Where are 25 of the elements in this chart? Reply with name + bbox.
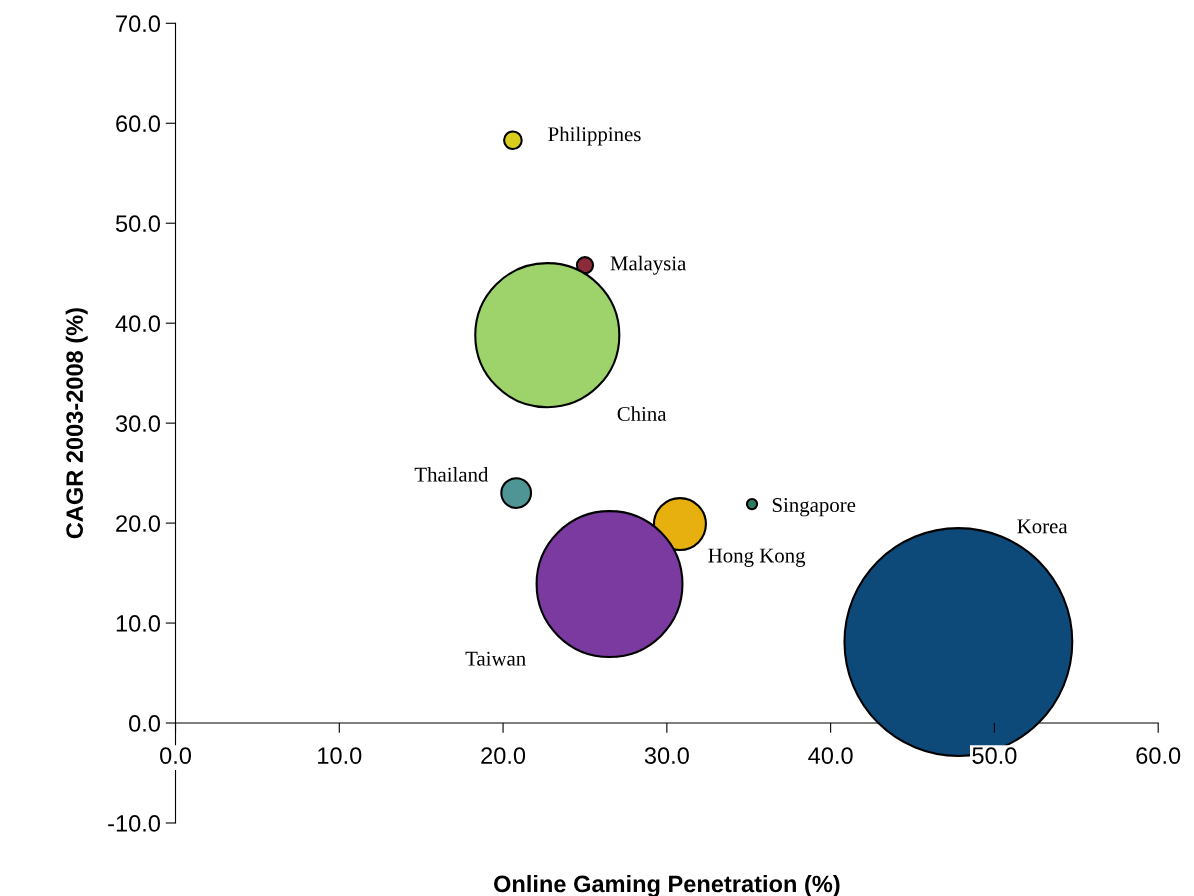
y-tick-label: 0.0: [129, 715, 161, 732]
x-tick-label: 10.0: [318, 747, 362, 764]
series-label: China: [617, 406, 667, 421]
series-label: Korea: [1017, 519, 1068, 534]
x-tick-label: 30.0: [644, 747, 689, 764]
y-axis-title: CAGR 2003-2008 (%): [65, 308, 88, 539]
series-label: Hong Kong: [708, 548, 806, 567]
series-label: Singapore: [772, 498, 856, 517]
y-tick-label: 70.0: [116, 15, 161, 33]
y-tick-label: 50.0: [115, 215, 161, 232]
y-tick-label: 40.0: [115, 315, 161, 332]
y-tick-label: 10.0: [116, 615, 161, 632]
series-label: Malaysia: [610, 255, 687, 275]
x-tick-label: 20.0: [481, 747, 526, 764]
series-label: Taiwan: [465, 651, 526, 666]
y-tick-label: 20.0: [116, 515, 161, 532]
x-tick-label: 50.0: [972, 747, 1017, 764]
y-tick-label: 30.0: [115, 415, 161, 432]
x-tick-label: 60.0: [1136, 747, 1181, 764]
x-tick-label: 40.0: [808, 747, 853, 764]
y-tick-label: -10.0: [108, 815, 161, 832]
y-tick-label: 60.0: [116, 115, 161, 133]
series-label: Thailand: [414, 466, 489, 482]
x-tick-label: 0.0: [160, 747, 192, 764]
series-label: Philippines: [548, 126, 641, 146]
